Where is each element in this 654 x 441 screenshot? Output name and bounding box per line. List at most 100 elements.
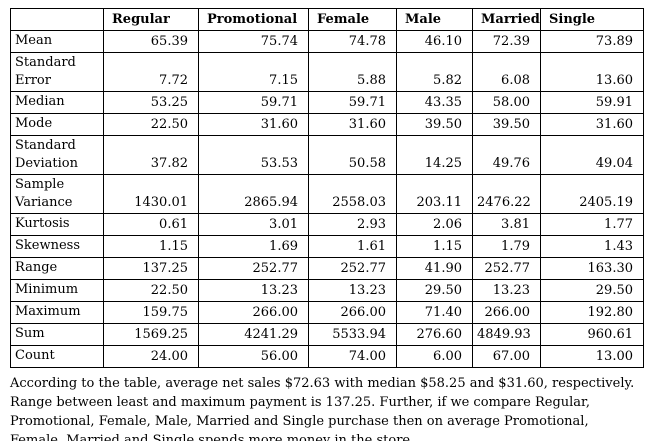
value-cell: 1569.25 xyxy=(103,323,199,346)
value-cell: 74.78 xyxy=(308,30,397,53)
column-header-female: Female xyxy=(308,8,397,31)
column-header-single: Single xyxy=(540,8,644,31)
value-cell: 49.04 xyxy=(540,135,644,175)
value-cell: 73.89 xyxy=(540,30,644,53)
value-cell: 7.15 xyxy=(198,52,309,92)
value-cell: 0.61 xyxy=(103,213,199,236)
value-cell: 3.81 xyxy=(472,213,541,236)
value-cell: 1.15 xyxy=(396,235,473,258)
value-cell: 1.43 xyxy=(540,235,644,258)
value-cell: 266.00 xyxy=(308,301,397,324)
row-label: Mean xyxy=(10,30,104,53)
value-cell: 276.60 xyxy=(396,323,473,346)
row-label: Standard Deviation xyxy=(10,135,104,175)
table-row: Mode 22.50 31.60 31.60 39.50 39.50 31.60 xyxy=(10,113,644,136)
table-row: Sample Variance 1430.01 2865.94 2558.03 203.… xyxy=(10,174,644,214)
value-cell: 960.61 xyxy=(540,323,644,346)
row-label: Minimum xyxy=(10,279,104,302)
descriptive-statistics-table: Regular Promotional Female Male Married … xyxy=(10,8,644,368)
value-cell: 266.00 xyxy=(472,301,541,324)
value-cell: 31.60 xyxy=(540,113,644,136)
value-cell: 41.90 xyxy=(396,257,473,280)
value-cell: 2405.19 xyxy=(540,174,644,214)
value-cell: 159.75 xyxy=(103,301,199,324)
value-cell: 13.23 xyxy=(308,279,397,302)
column-header-promotional: Promotional xyxy=(198,8,309,31)
value-cell: 13.60 xyxy=(540,52,644,92)
row-label: Median xyxy=(10,91,104,114)
value-cell: 1.61 xyxy=(308,235,397,258)
value-cell: 1.79 xyxy=(472,235,541,258)
value-cell: 39.50 xyxy=(396,113,473,136)
value-cell: 74.00 xyxy=(308,345,397,368)
row-label: Sum xyxy=(10,323,104,346)
value-cell: 59.71 xyxy=(198,91,309,114)
value-cell: 5.82 xyxy=(396,52,473,92)
value-cell: 53.25 xyxy=(103,91,199,114)
value-cell: 192.80 xyxy=(540,301,644,324)
value-cell: 5533.94 xyxy=(308,323,397,346)
value-cell: 7.72 xyxy=(103,52,199,92)
value-cell: 5.88 xyxy=(308,52,397,92)
value-cell: 72.39 xyxy=(472,30,541,53)
value-cell: 58.00 xyxy=(472,91,541,114)
value-cell: 39.50 xyxy=(472,113,541,136)
value-cell: 53.53 xyxy=(198,135,309,175)
value-cell: 2558.03 xyxy=(308,174,397,214)
value-cell: 1.15 xyxy=(103,235,199,258)
table-row: Count 24.00 56.00 74.00 6.00 67.00 13.00 xyxy=(10,345,644,368)
table-row: Maximum 159.75 266.00 266.00 71.40 266.00 192.… xyxy=(10,301,644,324)
value-cell: 59.71 xyxy=(308,91,397,114)
value-cell: 1430.01 xyxy=(103,174,199,214)
row-label: Maximum xyxy=(10,301,104,324)
header-row: Regular Promotional Female Male Married … xyxy=(10,8,644,31)
value-cell: 31.60 xyxy=(308,113,397,136)
value-cell: 6.00 xyxy=(396,345,473,368)
row-label: Standard Error xyxy=(10,52,104,92)
table-row: Minimum 22.50 13.23 13.23 29.50 13.23 29.50 xyxy=(10,279,644,302)
column-header-male: Male xyxy=(396,8,473,31)
value-cell: 14.25 xyxy=(396,135,473,175)
value-cell: 3.01 xyxy=(198,213,309,236)
value-cell: 266.00 xyxy=(198,301,309,324)
value-cell: 1.77 xyxy=(540,213,644,236)
column-header-regular: Regular xyxy=(103,8,199,31)
value-cell: 46.10 xyxy=(396,30,473,53)
value-cell: 6.08 xyxy=(472,52,541,92)
value-cell: 67.00 xyxy=(472,345,541,368)
paragraph-line: Range between least and maximum payment … xyxy=(10,395,590,410)
value-cell: 22.50 xyxy=(103,113,199,136)
value-cell: 49.76 xyxy=(472,135,541,175)
value-cell: 50.58 xyxy=(308,135,397,175)
value-cell: 2476.22 xyxy=(472,174,541,214)
table-row: Median 53.25 59.71 59.71 43.35 58.00 59.91 xyxy=(10,91,644,114)
value-cell: 75.74 xyxy=(198,30,309,53)
value-cell: 203.11 xyxy=(396,174,473,214)
value-cell: 59.91 xyxy=(540,91,644,114)
value-cell: 252.77 xyxy=(472,257,541,280)
table-row: Standard Deviation 37.82 53.53 50.58 14.25 49… xyxy=(10,135,644,175)
row-label: Mode xyxy=(10,113,104,136)
value-cell: 137.25 xyxy=(103,257,199,280)
value-cell: 13.23 xyxy=(198,279,309,302)
value-cell: 4241.29 xyxy=(198,323,309,346)
value-cell: 13.23 xyxy=(472,279,541,302)
value-cell: 24.00 xyxy=(103,345,199,368)
table-row: Mean 65.39 75.74 74.78 46.10 72.39 73.89 xyxy=(10,30,644,53)
row-label: Sample Variance xyxy=(10,174,104,214)
value-cell: 22.50 xyxy=(103,279,199,302)
paragraph-line: Promotional, Female, Male, Married and S… xyxy=(10,414,589,429)
table-row: Skewness 1.15 1.69 1.61 1.15 1.79 1.43 xyxy=(10,235,644,258)
corner-cell xyxy=(10,8,104,31)
row-label: Count xyxy=(10,345,104,368)
value-cell: 252.77 xyxy=(198,257,309,280)
value-cell: 2865.94 xyxy=(198,174,309,214)
row-label: Skewness xyxy=(10,235,104,258)
value-cell: 56.00 xyxy=(198,345,309,368)
value-cell: 71.40 xyxy=(396,301,473,324)
table-row: Kurtosis 0.61 3.01 2.93 2.06 3.81 1.77 xyxy=(10,213,644,236)
value-cell: 13.00 xyxy=(540,345,644,368)
value-cell: 29.50 xyxy=(540,279,644,302)
value-cell: 29.50 xyxy=(396,279,473,302)
